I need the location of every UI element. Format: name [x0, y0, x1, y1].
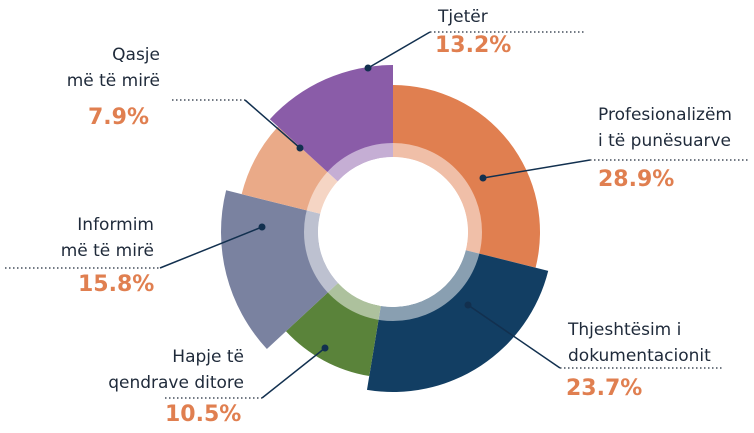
- value-label: 7.9%: [88, 105, 150, 130]
- value-label: 15.8%: [78, 272, 155, 297]
- slice-label: Informim më të mirë: [60, 215, 154, 261]
- slice-label: Profesionalizëm i të punësuarve: [598, 105, 732, 151]
- slice: [366, 250, 549, 393]
- value-label: 10.5%: [165, 402, 242, 427]
- slice-label: Qasje më të mirë: [66, 45, 160, 91]
- slice-label: Hapje të qendrave ditore: [108, 347, 244, 393]
- slice-label: Thjeshtësim i dokumentacionit: [568, 320, 711, 366]
- slice-label: Tjetër: [438, 7, 488, 27]
- inner-ring: [304, 143, 482, 321]
- leaders: [5, 31, 750, 399]
- slice: [393, 85, 540, 268]
- donut-hole: [318, 157, 468, 307]
- value-label: 28.9%: [598, 167, 675, 192]
- value-label: 23.7%: [566, 376, 643, 401]
- value-label: 13.2%: [435, 33, 512, 58]
